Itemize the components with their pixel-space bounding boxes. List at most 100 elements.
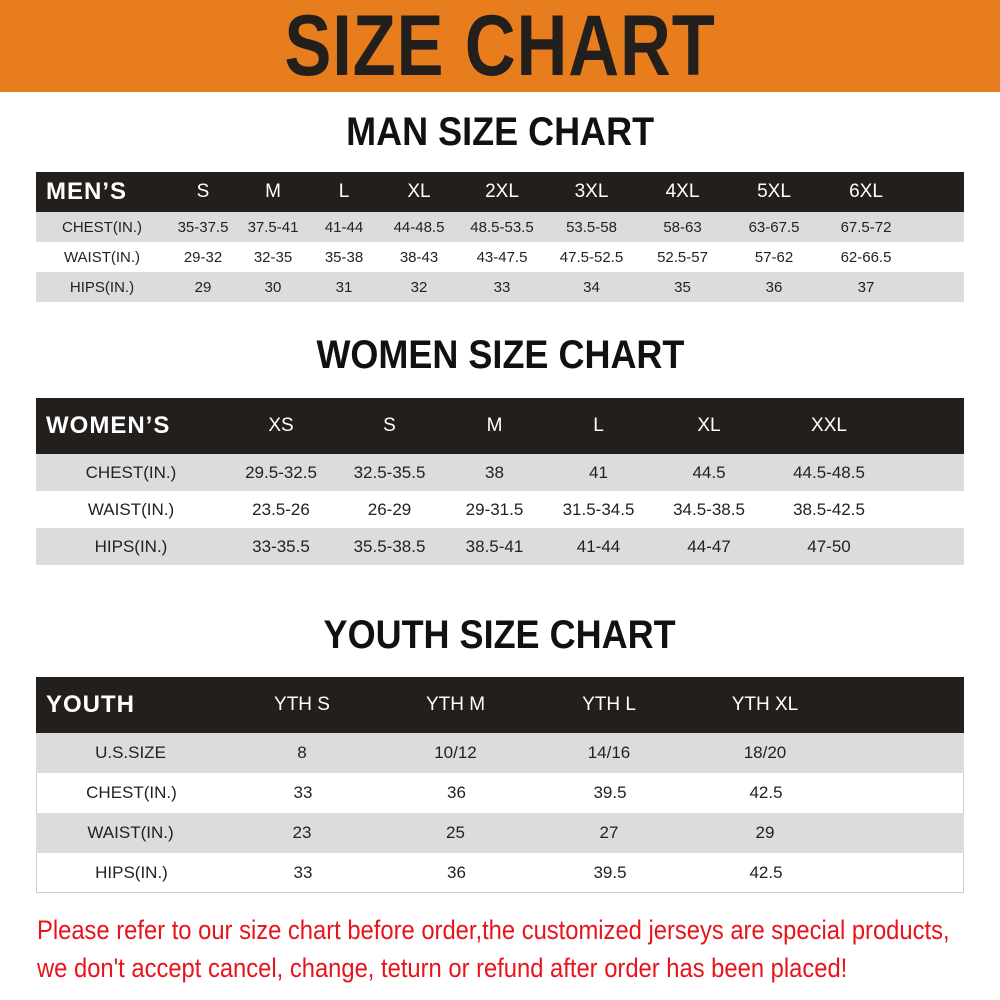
- size-column-header: M: [265, 181, 281, 202]
- size-column-header: XXL: [811, 415, 847, 436]
- table-cell: 36: [447, 783, 466, 802]
- table-cell: 33: [293, 783, 313, 802]
- table-cell: 47.5-52.5: [559, 248, 624, 266]
- row-label: HIPS(IN.): [69, 278, 135, 296]
- table-cell: 38.5-41: [465, 536, 524, 556]
- table-cell: 29: [755, 823, 775, 842]
- page-title: SIZE CHART: [284, 0, 716, 94]
- table-row: CHEST(IN.) 29.5-32.5 32.5-35.5 38 41 44.5 44.5…: [36, 454, 964, 491]
- title-banner: SIZE CHART: [0, 0, 1000, 92]
- table-row: HIPS(IN.) 33 36 39.5 42.5: [36, 853, 964, 893]
- table-row: HIPS(IN.) 29 30 31 32 33 34 35 36 37: [36, 272, 964, 302]
- table-header-label: WOMEN’S: [46, 412, 171, 439]
- table-cell: 33: [493, 278, 511, 296]
- table-cell: 29: [194, 278, 212, 296]
- size-column-header: XL: [407, 181, 431, 202]
- women-section-title: WOMEN SIZE CHART: [316, 333, 684, 377]
- table-header-label: YOUTH: [46, 691, 135, 718]
- size-column-header: YTH S: [274, 694, 330, 715]
- row-label: HIPS(IN.): [95, 862, 168, 882]
- table-row: U.S.SIZE 8 10/12 14/16 18/20: [36, 733, 964, 773]
- table-cell: 67.5-72: [840, 218, 892, 236]
- size-column-header: YTH XL: [731, 694, 799, 715]
- table-cell: 38-43: [399, 248, 439, 266]
- table-cell: 37: [857, 278, 875, 296]
- table-cell: 29-32: [183, 248, 223, 266]
- table-cell: 33: [293, 862, 313, 882]
- men-size-table: MEN’S S M L XL 2XL 3XL 4XL 5XL 6XL CHEST(IN.) 35-37…: [36, 172, 964, 302]
- size-column-header: YTH L: [582, 694, 636, 715]
- table-cell: 47-50: [807, 536, 851, 556]
- table-cell: 38: [485, 462, 504, 482]
- table-cell: 32.5-35.5: [353, 462, 426, 482]
- table-cell: 44.5-48.5: [793, 462, 865, 482]
- size-column-header: S: [383, 415, 396, 436]
- table-cell: 30: [264, 278, 282, 296]
- youth-section-title: YOUTH SIZE CHART: [323, 613, 677, 657]
- table-cell: 37.5-41: [247, 218, 299, 236]
- table-cell: 31.5-34.5: [562, 499, 635, 519]
- youth-size-table: YOUTH YTH S YTH M YTH L YTH XL U.S.SIZE 8 10/12…: [36, 677, 964, 893]
- table-header-row: MEN’S S M L XL 2XL 3XL 4XL 5XL 6XL: [36, 172, 964, 212]
- table-cell: 57-62: [754, 248, 794, 266]
- table-cell: 32: [410, 278, 428, 296]
- table-cell: 31: [335, 278, 353, 296]
- size-column-header: 2XL: [485, 181, 519, 202]
- size-column-header: M: [486, 415, 503, 436]
- table-cell: 35-37.5: [177, 218, 229, 236]
- table-cell: 8: [297, 743, 307, 762]
- table-cell: 34: [583, 278, 600, 296]
- table-cell: 18/20: [743, 743, 787, 762]
- notice-line: Please refer to our size chart before or…: [37, 915, 950, 945]
- table-row: WAIST(IN.) 23 25 27 29: [36, 813, 964, 853]
- row-label: CHEST(IN.): [85, 462, 177, 482]
- table-cell: 14/16: [587, 743, 631, 762]
- table-cell: 38.5-42.5: [793, 499, 865, 519]
- row-label: WAIST(IN.): [63, 248, 141, 266]
- table-cell: 23: [292, 823, 312, 842]
- table-cell: 41: [589, 462, 608, 482]
- table-cell: 25: [446, 823, 465, 842]
- table-cell: 62-66.5: [840, 248, 892, 266]
- table-cell: 35.5-38.5: [353, 536, 426, 556]
- table-header-row: WOMEN’S XS S M L XL XXL: [36, 398, 964, 454]
- size-column-header: 5XL: [757, 181, 791, 202]
- table-cell: 44.5: [692, 462, 726, 482]
- size-column-header: XL: [697, 415, 721, 436]
- table-cell: 58-63: [663, 218, 702, 236]
- size-column-header: 6XL: [849, 181, 883, 202]
- table-row: WAIST(IN.) 29-32 32-35 35-38 38-43 43-47.5 47.…: [36, 242, 964, 272]
- table-cell: 53.5-58: [566, 218, 617, 236]
- table-cell: 29-31.5: [465, 499, 524, 519]
- table-header-row: YOUTH YTH S YTH M YTH L YTH XL: [36, 677, 964, 733]
- table-cell: 23.5-26: [252, 499, 310, 519]
- women-size-table: WOMEN’S XS S M L XL XXL CHEST(IN.) 29.5-32.5 32.5…: [36, 398, 964, 565]
- table-cell: 42.5: [749, 862, 783, 882]
- table-cell: 35: [674, 278, 691, 296]
- table-row: WAIST(IN.) 23.5-26 26-29 29-31.5 31.5-34.5 34…: [36, 491, 964, 528]
- table-cell: 42.5: [749, 783, 783, 802]
- size-column-header: 4XL: [665, 181, 700, 202]
- table-cell: 48.5-53.5: [470, 218, 534, 236]
- notice-line: we don't accept cancel, change, teturn o…: [37, 953, 848, 983]
- table-cell: 44-47: [687, 536, 731, 556]
- order-notice: Please refer to our size chart before or…: [37, 911, 950, 987]
- table-cell: 32-35: [253, 248, 293, 266]
- table-cell: 36: [447, 862, 466, 882]
- table-cell: 29.5-32.5: [245, 462, 317, 482]
- size-column-header: XS: [268, 415, 294, 436]
- table-cell: 33-35.5: [252, 536, 310, 556]
- row-label: CHEST(IN.): [62, 218, 142, 236]
- row-label: WAIST(IN.): [87, 499, 175, 519]
- table-cell: 43-47.5: [476, 248, 528, 266]
- table-row: CHEST(IN.) 35-37.5 37.5-41 41-44 44-48.5 48.5…: [36, 212, 964, 242]
- table-cell: 36: [765, 278, 783, 296]
- row-label: CHEST(IN.): [86, 783, 177, 802]
- table-cell: 41-44: [324, 218, 364, 236]
- size-column-header: S: [196, 181, 210, 202]
- men-section-title: MAN SIZE CHART: [346, 110, 654, 154]
- table-cell: 44-48.5: [393, 218, 445, 236]
- table-row: HIPS(IN.) 33-35.5 35.5-38.5 38.5-41 41-44 44-…: [36, 528, 964, 565]
- table-cell: 63-67.5: [748, 218, 800, 236]
- row-label: HIPS(IN.): [94, 536, 168, 556]
